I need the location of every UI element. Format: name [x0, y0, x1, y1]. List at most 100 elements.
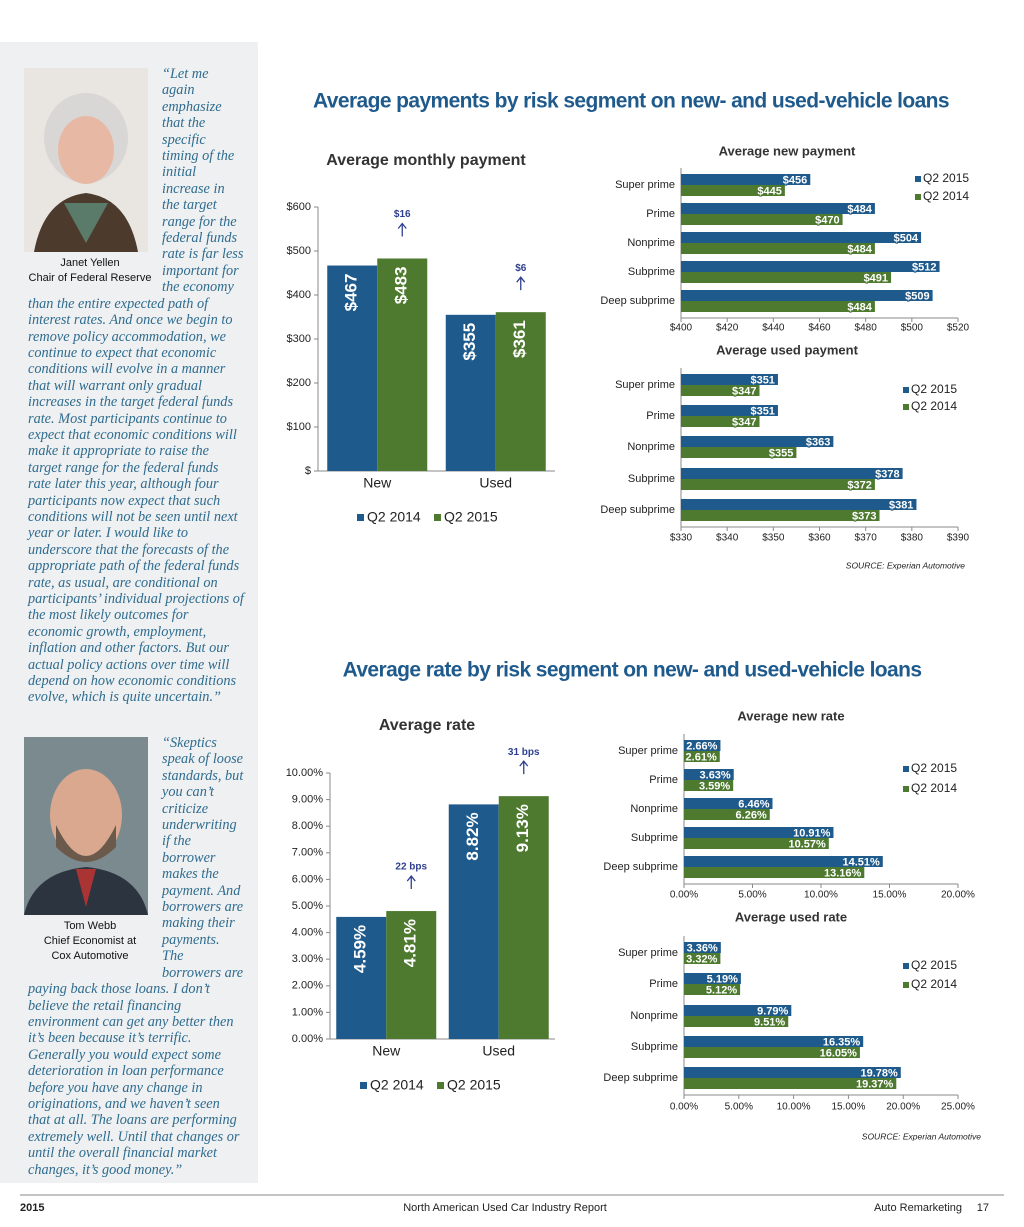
- y-tick-label: Prime: [649, 774, 678, 786]
- annotation-arrow: [406, 875, 416, 890]
- y-tick-label: 7.00%: [292, 847, 323, 859]
- annotation: 31 bps: [508, 747, 540, 758]
- page-number: 17: [977, 1202, 989, 1214]
- bar: [684, 953, 721, 964]
- bar-value-label: $351: [750, 374, 774, 386]
- annotation: $6: [515, 263, 527, 274]
- bar: [681, 290, 933, 301]
- bar-value-label: 6.26%: [736, 809, 767, 821]
- bar: [681, 416, 760, 427]
- caption: Tom Webb Chief Economist at Cox Automotive: [22, 919, 158, 964]
- x-tick-label: 0.00%: [670, 890, 698, 901]
- y-tick-label: 4.00%: [292, 927, 323, 939]
- bar-value-label: 4.59%: [351, 925, 370, 973]
- bar-value-label: 6.46%: [738, 798, 769, 810]
- bar-value-label: $347: [732, 416, 756, 428]
- bar-value-label: 9.79%: [757, 1005, 788, 1017]
- x-tick-label: 15.00%: [831, 1102, 865, 1113]
- quote-block: Janet Yellen Chair of Federal Reserve “Le…: [24, 66, 244, 706]
- bar: [684, 780, 734, 791]
- bar-value-label: $355: [460, 323, 479, 361]
- caption-name: Tom Webb: [63, 920, 117, 933]
- y-tick-label: Subprime: [631, 832, 678, 844]
- bar: [684, 1067, 901, 1078]
- bar: [684, 838, 829, 849]
- x-tick-label: $330: [670, 533, 693, 544]
- y-tick-label: Nonprime: [627, 237, 675, 249]
- bar-value-label: 3.32%: [686, 953, 717, 965]
- bar-value-label: 4.81%: [401, 919, 420, 967]
- bar: [684, 942, 721, 953]
- annotation: 22 bps: [395, 862, 427, 873]
- bar: [684, 973, 741, 984]
- x-tick-label: 25.00%: [941, 1102, 975, 1113]
- x-tick-label: New: [363, 475, 392, 491]
- bar: [684, 740, 721, 751]
- y-tick-label: 3.00%: [292, 953, 323, 965]
- bar: [681, 468, 903, 479]
- section-title: Average payments by risk segment on new-…: [313, 90, 949, 113]
- bar: [684, 856, 883, 867]
- x-tick-label: $390: [947, 533, 970, 544]
- legend-swatch: [915, 194, 921, 200]
- bar-value-label: 19.78%: [860, 1067, 898, 1079]
- portrait: Janet Yellen Chair of Federal Reserve: [24, 68, 162, 290]
- legend-label: Q2 2015: [911, 382, 957, 396]
- x-tick-label: $360: [808, 533, 831, 544]
- caption-role: Chair of Federal Reserve: [28, 272, 152, 285]
- bar-value-label: $470: [815, 214, 839, 226]
- y-tick-label: $100: [287, 421, 311, 433]
- y-tick-label: Prime: [646, 410, 675, 422]
- bar: [681, 243, 875, 254]
- x-tick-label: $460: [808, 323, 831, 334]
- bar: [684, 867, 865, 878]
- annotation-arrow: [397, 222, 407, 237]
- footer-title: North American Used Car Industry Report: [403, 1202, 607, 1214]
- bar: [495, 312, 546, 471]
- y-tick-label: Deep subprime: [603, 1072, 678, 1084]
- bar: [681, 214, 843, 225]
- bar: [684, 984, 741, 995]
- legend-label: Q2 2014: [911, 781, 957, 795]
- legend-label: Q2 2015: [911, 958, 957, 972]
- photo: [24, 737, 148, 915]
- bar-value-label: 16.05%: [820, 1047, 858, 1059]
- annotation: $16: [394, 209, 411, 220]
- x-tick-label: $350: [762, 533, 785, 544]
- x-tick-label: $420: [716, 323, 739, 334]
- bar: [445, 314, 496, 471]
- annotation-arrow: [519, 760, 529, 775]
- x-tick-label: $500: [901, 323, 924, 334]
- legend-swatch: [903, 387, 909, 393]
- caption-name: Janet Yellen: [60, 257, 120, 270]
- y-tick-label: Super prime: [615, 179, 675, 191]
- bar-value-label: $361: [510, 320, 529, 358]
- footer-publication: Auto Remarketing: [874, 1202, 962, 1214]
- bar: [327, 265, 378, 471]
- bar: [681, 301, 875, 312]
- y-tick-label: Deep subprime: [600, 504, 675, 516]
- bar-value-label: 2.66%: [686, 740, 717, 752]
- x-tick-label: $440: [762, 323, 785, 334]
- y-tick-label: Nonprime: [630, 803, 678, 815]
- legend-label: Q2 2015: [447, 1077, 501, 1093]
- chart-title: Average rate: [379, 717, 475, 734]
- quote-text: “Skeptics speak of loose standards, but …: [28, 735, 244, 1178]
- sidebar: Janet Yellen Chair of Federal Reserve “Le…: [0, 42, 258, 1183]
- bar-value-label: 5.12%: [706, 984, 737, 996]
- x-tick-label: 0.00%: [670, 1102, 698, 1113]
- bar-value-label: $484: [847, 203, 872, 215]
- bar-value-label: $484: [847, 301, 872, 313]
- bar-value-label: 3.36%: [687, 942, 718, 954]
- bar: [681, 385, 760, 396]
- bar-value-label: $355: [769, 447, 793, 459]
- bar-value-label: $381: [889, 499, 913, 511]
- y-tick-label: $500: [287, 245, 311, 257]
- section-title: Average rate by risk segment on new- and…: [343, 659, 922, 682]
- bar: [681, 185, 785, 196]
- bar-value-label: $509: [905, 290, 929, 302]
- bar: [684, 1078, 897, 1089]
- x-tick-label: 20.00%: [886, 1102, 920, 1113]
